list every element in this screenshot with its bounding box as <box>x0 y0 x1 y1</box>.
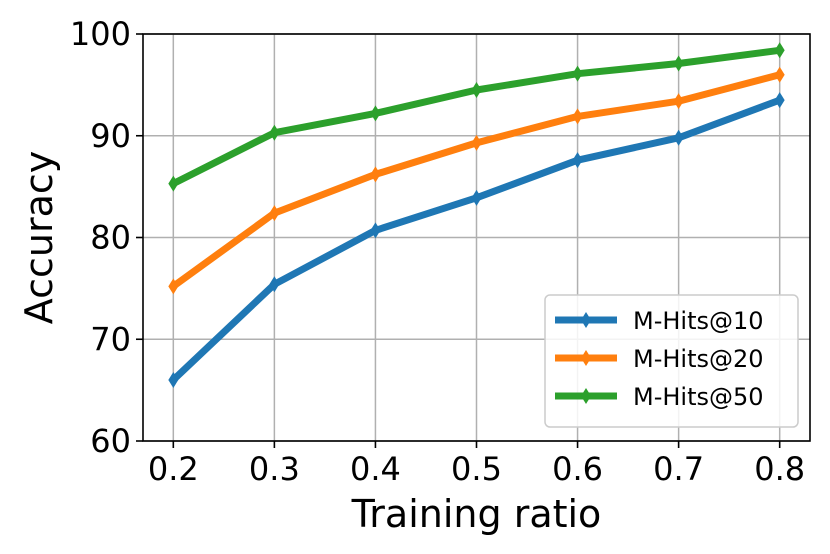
series-2 <box>168 66 785 295</box>
y-axis-label: Accuracy <box>17 151 61 325</box>
data-point <box>370 105 381 122</box>
data-point <box>572 152 583 169</box>
data-point <box>774 66 785 83</box>
data-point <box>168 175 179 192</box>
data-point <box>673 129 684 146</box>
legend: M-Hits@10 M-Hits@20 M-Hits@50 <box>544 294 799 428</box>
x-tick-label: 0.8 <box>754 450 805 488</box>
x-axis-ticks: 0.2 0.3 0.4 0.5 0.6 0.7 0.8 <box>148 441 805 488</box>
legend-label: M-Hits@50 <box>633 383 764 411</box>
data-point <box>269 124 280 141</box>
legend-label: M-Hits@10 <box>633 307 764 335</box>
legend-marker <box>581 388 591 404</box>
y-tick-label: 80 <box>90 219 131 257</box>
y-tick-label: 60 <box>90 422 131 460</box>
y-tick-label: 90 <box>90 117 131 155</box>
series-layer <box>168 42 785 388</box>
x-tick-label: 0.3 <box>249 450 300 488</box>
legend-item: M-Hits@20 <box>555 345 764 373</box>
x-tick-label: 0.2 <box>148 450 199 488</box>
data-point <box>370 222 381 239</box>
x-tick-label: 0.5 <box>451 450 502 488</box>
data-point <box>269 205 280 222</box>
y-axis-ticks: 60 70 80 90 100 <box>70 15 143 460</box>
x-axis-label: Training ratio <box>351 492 602 536</box>
data-point <box>370 166 381 183</box>
data-point <box>673 55 684 72</box>
data-point <box>774 92 785 109</box>
data-point <box>471 81 482 98</box>
series-1 <box>168 92 785 388</box>
data-point <box>673 93 684 110</box>
legend-marker <box>581 312 591 328</box>
x-tick-label: 0.4 <box>350 450 401 488</box>
data-point <box>572 65 583 82</box>
legend-marker <box>581 350 591 366</box>
data-point <box>471 134 482 151</box>
legend-item: M-Hits@10 <box>555 307 764 335</box>
legend-label: M-Hits@20 <box>633 345 764 373</box>
x-tick-label: 0.7 <box>653 450 704 488</box>
data-point <box>572 108 583 125</box>
data-point <box>269 276 280 293</box>
series-3 <box>168 42 785 192</box>
y-tick-label: 100 <box>70 15 131 53</box>
y-tick-label: 70 <box>90 320 131 358</box>
data-point <box>471 189 482 206</box>
x-tick-label: 0.6 <box>552 450 603 488</box>
data-point <box>168 371 179 388</box>
data-point <box>168 278 179 295</box>
data-point <box>774 42 785 59</box>
legend-item: M-Hits@50 <box>555 383 764 411</box>
